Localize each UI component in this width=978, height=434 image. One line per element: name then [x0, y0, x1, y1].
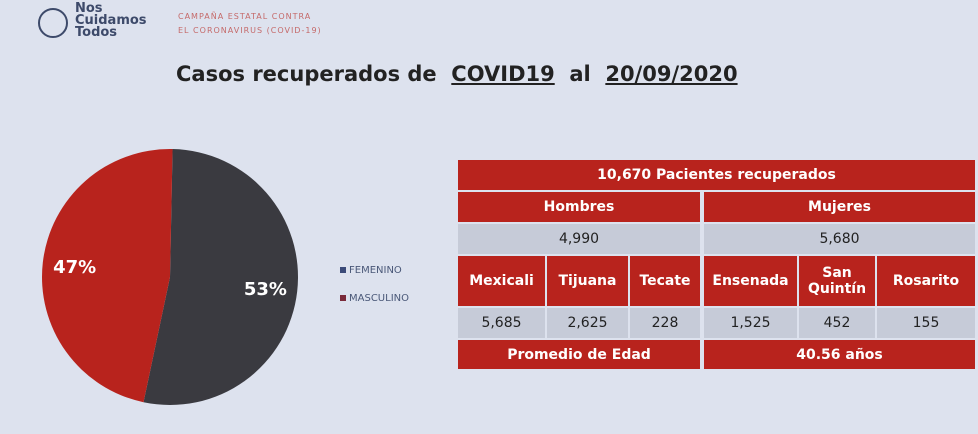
- campaign-line: EL CORONAVIRUS (COVID-19): [178, 26, 322, 35]
- logo-line: Cuidamos: [75, 13, 147, 28]
- city-value: 1,525: [704, 308, 797, 338]
- city-header: Tecate: [630, 256, 700, 306]
- age-label: Promedio de Edad: [458, 340, 700, 369]
- logo-text: Nos Cuidamos Todos: [75, 1, 147, 40]
- logo-icon: [38, 8, 68, 38]
- legend-swatch: [340, 267, 346, 273]
- city-value: 2,625: [547, 308, 628, 338]
- city-value: 155: [877, 308, 975, 338]
- logo-line: Nos: [75, 1, 103, 16]
- pie-slice-femenino: [143, 149, 298, 406]
- city-value: 452: [799, 308, 875, 338]
- legend-item-masculino: MASCULINO: [340, 293, 409, 304]
- city-header: Tijuana: [547, 256, 628, 306]
- legend-label: MASCULINO: [349, 293, 409, 304]
- campaign-text: CAMPAÑA ESTATAL CONTRA EL CORONAVIRUS (C…: [178, 10, 322, 38]
- pie-label: 47%: [53, 257, 96, 278]
- age-value: 40.56 años: [704, 340, 975, 369]
- legend-swatch: [340, 295, 346, 301]
- title-date: 20/09/2020: [605, 62, 738, 86]
- total-cell: 10,670 Pacientes recuperados: [458, 160, 975, 190]
- city-header: Mexicali: [458, 256, 545, 306]
- city-header: Ensenada: [704, 256, 797, 306]
- page-title: Casos recuperados de COVID19 al 20/09/20…: [176, 62, 738, 86]
- title-prefix: Casos recuperados de: [176, 62, 437, 86]
- logo-line: Todos: [75, 25, 118, 40]
- mujeres-value: 5,680: [704, 224, 975, 254]
- city-header: San Quintín: [799, 256, 875, 306]
- hombres-value: 4,990: [458, 224, 700, 254]
- legend-item-femenino: FEMENINO: [340, 265, 402, 276]
- pie-label: 53%: [244, 279, 287, 300]
- title-topic: COVID19: [451, 62, 555, 86]
- title-mid: al: [569, 62, 591, 86]
- pie-chart: 53% 47%: [41, 149, 298, 406]
- mujeres-header: Mujeres: [704, 192, 975, 222]
- legend-label: FEMENINO: [349, 265, 402, 276]
- pie-slice-masculino: [41, 149, 173, 403]
- city-value: 5,685: [458, 308, 545, 338]
- hombres-header: Hombres: [458, 192, 700, 222]
- city-value: 228: [630, 308, 700, 338]
- city-header: Rosarito: [877, 256, 975, 306]
- campaign-line: CAMPAÑA ESTATAL CONTRA: [178, 12, 312, 21]
